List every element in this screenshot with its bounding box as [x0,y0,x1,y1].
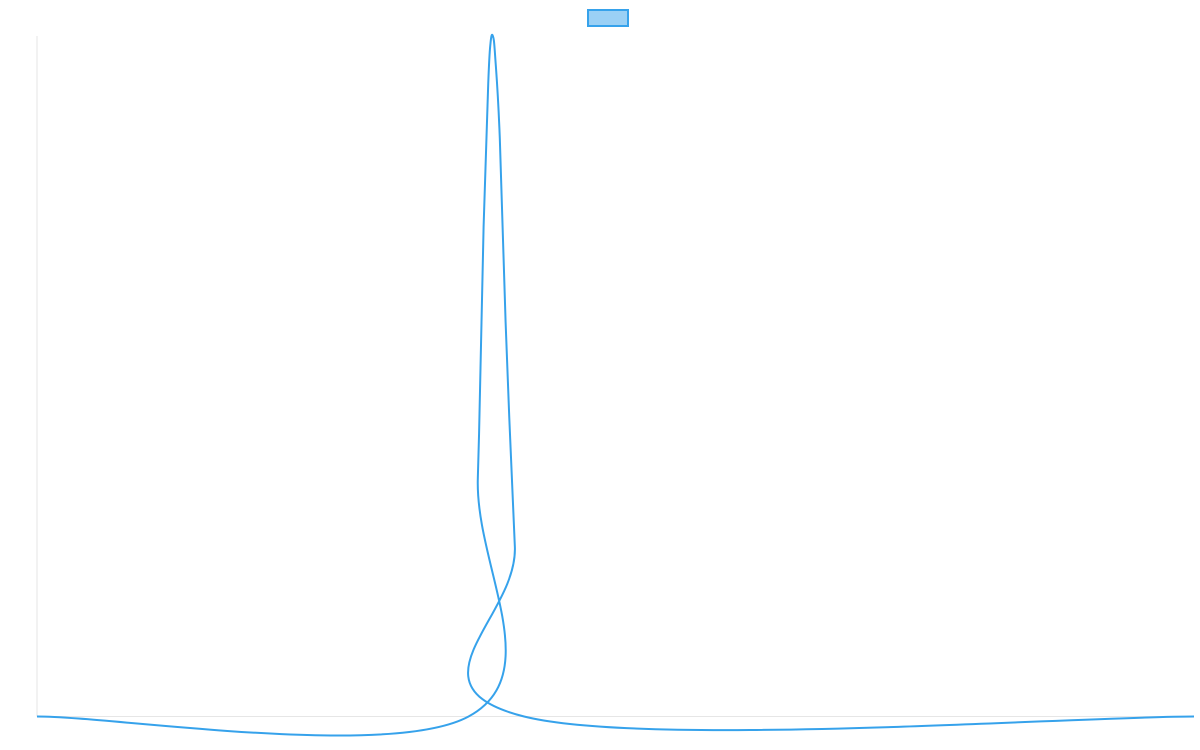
series-layer [36,33,1195,737]
series-line-0[interactable] [36,33,1195,737]
legend-swatch-0[interactable] [587,9,629,27]
legend[interactable] [587,9,629,27]
plot-area [36,33,1195,737]
